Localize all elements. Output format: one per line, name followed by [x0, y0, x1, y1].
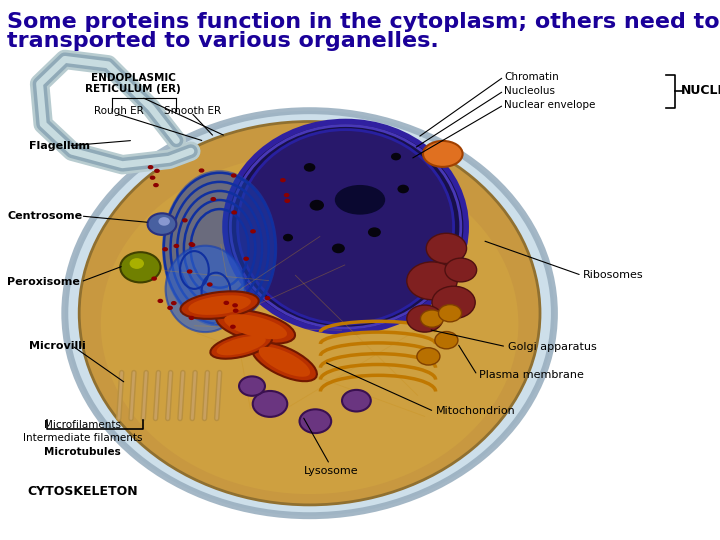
- Text: Plasma membrane: Plasma membrane: [479, 370, 584, 380]
- Circle shape: [150, 176, 156, 180]
- Circle shape: [432, 286, 475, 319]
- Circle shape: [231, 210, 237, 214]
- Circle shape: [420, 310, 444, 327]
- Circle shape: [407, 305, 443, 332]
- Circle shape: [130, 258, 144, 269]
- Ellipse shape: [162, 170, 277, 327]
- Text: Microfilaments: Microfilaments: [45, 420, 121, 430]
- Circle shape: [120, 252, 161, 282]
- Ellipse shape: [181, 292, 258, 319]
- Text: Peroxisome: Peroxisome: [7, 277, 80, 287]
- Circle shape: [189, 242, 194, 246]
- Ellipse shape: [225, 122, 467, 332]
- Text: Chromatin: Chromatin: [504, 72, 559, 82]
- Circle shape: [233, 303, 238, 307]
- Ellipse shape: [189, 295, 251, 315]
- Ellipse shape: [335, 185, 385, 215]
- Circle shape: [435, 332, 458, 349]
- Circle shape: [264, 296, 270, 300]
- Circle shape: [397, 185, 409, 193]
- Ellipse shape: [224, 314, 287, 339]
- Circle shape: [148, 213, 176, 235]
- Circle shape: [171, 301, 176, 305]
- Circle shape: [445, 258, 477, 282]
- Ellipse shape: [101, 154, 518, 494]
- Text: CYTOSKELETON: CYTOSKELETON: [27, 485, 138, 498]
- Circle shape: [148, 165, 153, 170]
- Ellipse shape: [166, 246, 245, 332]
- Circle shape: [283, 234, 293, 241]
- Text: NUCLEUS: NUCLEUS: [680, 84, 720, 97]
- Circle shape: [223, 301, 229, 305]
- Circle shape: [342, 390, 371, 411]
- Circle shape: [250, 229, 256, 233]
- Circle shape: [239, 376, 265, 396]
- Circle shape: [189, 316, 194, 320]
- Circle shape: [233, 308, 238, 313]
- Text: Microvilli: Microvilli: [29, 341, 86, 350]
- Text: Ribosomes: Ribosomes: [583, 271, 644, 280]
- Circle shape: [304, 163, 315, 172]
- Circle shape: [174, 244, 179, 248]
- Ellipse shape: [217, 336, 266, 355]
- Circle shape: [231, 173, 237, 178]
- Circle shape: [210, 197, 216, 201]
- Ellipse shape: [423, 141, 463, 167]
- Circle shape: [158, 299, 163, 303]
- Ellipse shape: [65, 111, 554, 516]
- Circle shape: [162, 247, 168, 252]
- Circle shape: [253, 391, 287, 417]
- Text: Smooth ER: Smooth ER: [164, 106, 222, 116]
- Ellipse shape: [258, 347, 310, 377]
- Circle shape: [280, 178, 286, 183]
- Circle shape: [391, 153, 401, 160]
- Circle shape: [438, 305, 462, 322]
- Circle shape: [368, 227, 381, 237]
- Text: Some proteins function in the cytoplasm; others need to be: Some proteins function in the cytoplasm;…: [7, 12, 720, 32]
- Ellipse shape: [238, 130, 454, 324]
- Circle shape: [182, 218, 188, 222]
- Text: Nuclear envelope: Nuclear envelope: [504, 100, 595, 110]
- Text: Rough ER: Rough ER: [94, 106, 144, 116]
- Circle shape: [407, 262, 457, 300]
- Text: Lysosome: Lysosome: [304, 466, 359, 476]
- Circle shape: [199, 168, 204, 173]
- Circle shape: [284, 193, 289, 197]
- Circle shape: [300, 409, 331, 433]
- Circle shape: [167, 306, 173, 310]
- Circle shape: [151, 276, 157, 281]
- Circle shape: [186, 269, 192, 274]
- Text: ENDOPLASMIC
RETICULUM (ER): ENDOPLASMIC RETICULUM (ER): [86, 73, 181, 94]
- Circle shape: [284, 199, 290, 203]
- Ellipse shape: [216, 310, 295, 343]
- Circle shape: [310, 200, 324, 211]
- Circle shape: [417, 348, 440, 365]
- Text: transported to various organelles.: transported to various organelles.: [7, 31, 439, 51]
- Circle shape: [189, 243, 195, 247]
- Circle shape: [207, 282, 212, 287]
- Ellipse shape: [252, 342, 317, 381]
- Circle shape: [332, 244, 345, 253]
- Circle shape: [154, 168, 160, 173]
- Text: Microtubules: Microtubules: [45, 447, 121, 457]
- Circle shape: [230, 325, 235, 329]
- Text: Nucleolus: Nucleolus: [504, 86, 555, 96]
- Text: Flagellum: Flagellum: [29, 141, 90, 151]
- Circle shape: [243, 256, 249, 261]
- Ellipse shape: [210, 333, 272, 359]
- Text: Mitochondrion: Mitochondrion: [436, 407, 516, 416]
- Circle shape: [158, 217, 170, 226]
- Circle shape: [426, 233, 467, 264]
- Text: Golgi apparatus: Golgi apparatus: [508, 342, 596, 352]
- Circle shape: [153, 183, 159, 187]
- Ellipse shape: [79, 122, 540, 505]
- Text: Centrosome: Centrosome: [7, 211, 82, 221]
- Text: Intermediate filaments: Intermediate filaments: [23, 434, 143, 443]
